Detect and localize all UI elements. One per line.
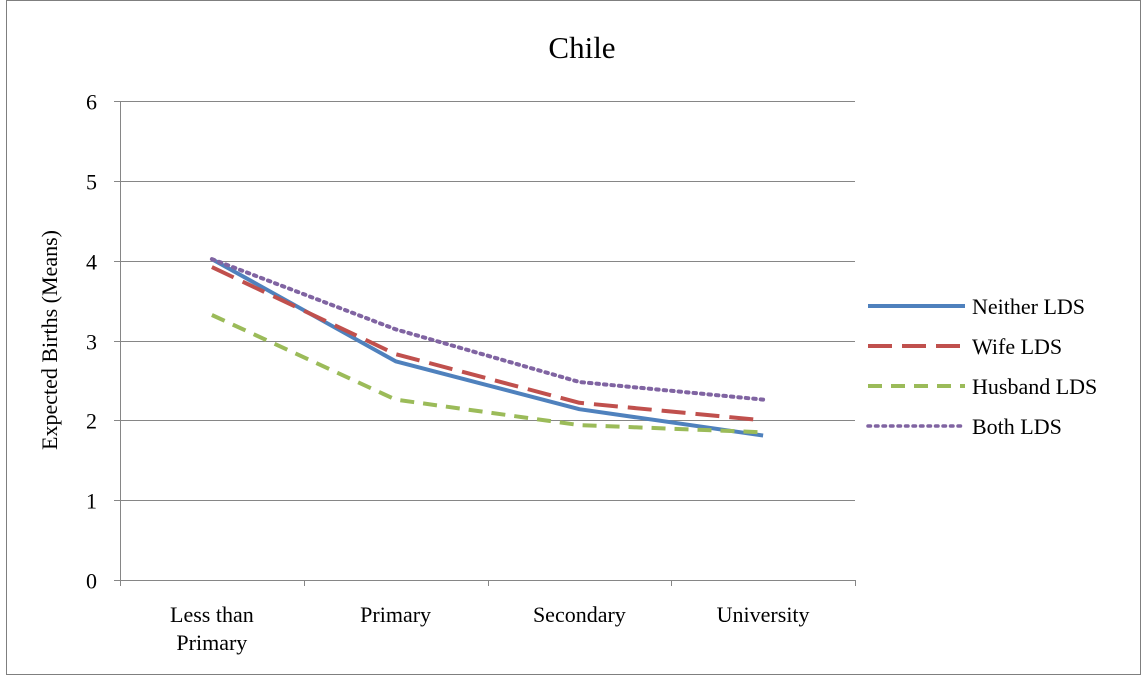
y-tick-label: 2: [86, 409, 97, 434]
y-tick-label: 1: [86, 489, 97, 514]
x-tick-label: Less than Primary: [170, 602, 254, 655]
series-line-both-lds: [209, 257, 766, 402]
gridlines: [120, 101, 855, 501]
y-axis-title: Expected Births (Means): [37, 230, 62, 450]
legend: Neither LDS Wife LDS Husband LDS Both LDS: [866, 294, 1097, 439]
y-tick-label: 3: [86, 330, 97, 355]
series-line-neither-lds: [210, 257, 764, 438]
y-tick-label: 6: [86, 90, 97, 115]
y-tick-label: 4: [86, 250, 97, 275]
x-tick-label: University: [717, 602, 810, 627]
legend-label: Both LDS: [972, 414, 1062, 439]
chart-frame: [6, 0, 1141, 675]
series-lines: [209, 257, 766, 438]
x-tick-label: Primary: [360, 602, 431, 627]
chart-title: Chile: [548, 30, 615, 65]
series-line-wife-lds: [211, 265, 764, 423]
x-tick-label: Secondary: [533, 602, 626, 627]
legend-label: Wife LDS: [972, 334, 1062, 359]
series-line-husband-lds: [211, 313, 764, 435]
axes: 0 1 2 3 4 5 6 Less than Primary Primary Secondary U…: [86, 90, 856, 655]
legend-label: Husband LDS: [972, 374, 1097, 399]
legend-label: Neither LDS: [972, 294, 1085, 319]
y-tick-label: 0: [86, 569, 97, 594]
y-tick-label: 5: [86, 170, 97, 195]
